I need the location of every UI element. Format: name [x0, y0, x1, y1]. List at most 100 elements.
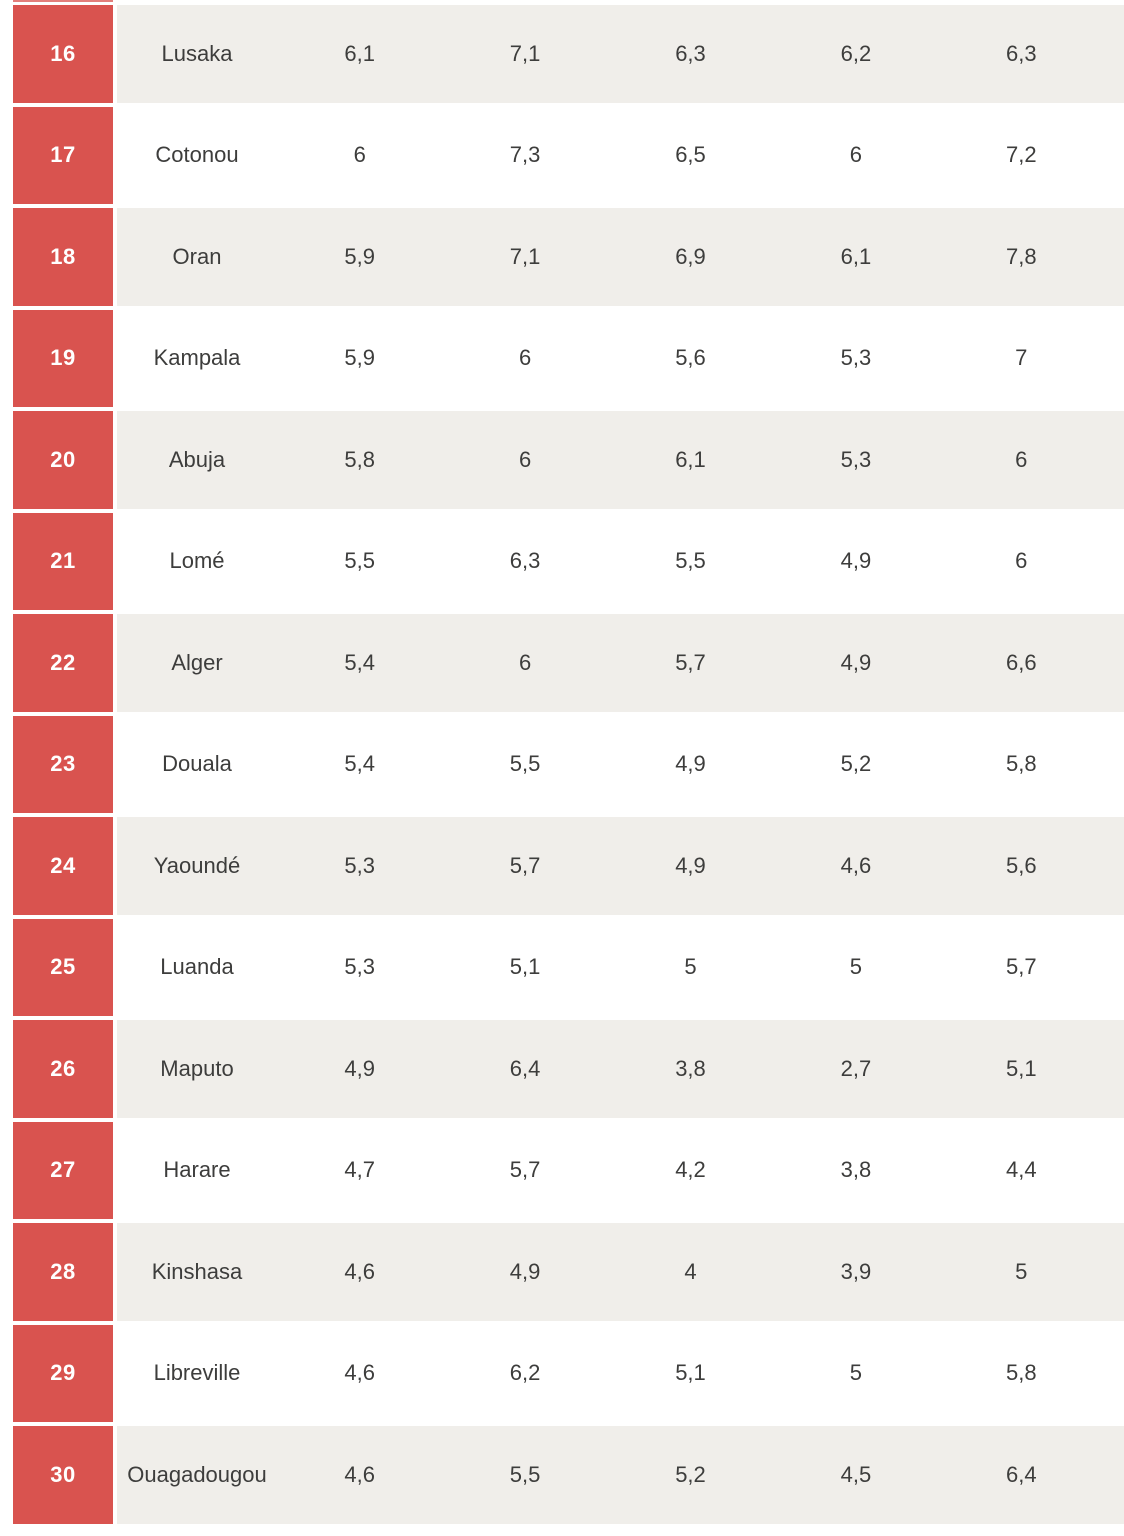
value-cell-3: 3,8 — [675, 1055, 706, 1081]
city-name: Lusaka — [161, 40, 233, 66]
value-cell-3: 4,9 — [675, 852, 706, 878]
value-cell-2: 6,4 — [509, 1055, 541, 1081]
table-row: 20 Abuja 5,8 6 6,1 5,3 6 — [0, 411, 1124, 509]
row-content: Luanda 5,3 5,1 5 5 5,7 — [117, 918, 1124, 1016]
rank-cell: 18 — [13, 208, 113, 306]
value-cell-5: 5,8 — [1005, 1360, 1037, 1386]
value-cell-2: 5,1 — [509, 954, 541, 980]
value-cell-5: 7 — [1015, 345, 1028, 371]
value-cell-1: 5,3 — [344, 852, 375, 878]
rank-cell: 30 — [13, 1426, 113, 1524]
value-cell-1: 4,9 — [344, 1055, 375, 1081]
value-cell-5: 6,4 — [1005, 1461, 1037, 1487]
value-cell-2: 7,1 — [509, 243, 541, 269]
table-row: 19 Kampala 5,9 6 5,6 5,3 7 — [0, 309, 1124, 407]
value-cell-1: 4,6 — [344, 1461, 375, 1487]
value-cell-5: 6 — [1015, 446, 1028, 472]
previous-row-rank-sliver — [13, 0, 113, 2]
value-cell-4: 4,6 — [840, 852, 872, 878]
value-cell-1: 5,8 — [344, 446, 375, 472]
value-cell-3: 6,5 — [675, 142, 706, 168]
row-content: Kampala 5,9 6 5,6 5,3 7 — [117, 309, 1124, 407]
value-cell-3: 5 — [684, 954, 697, 980]
city-name: Libreville — [153, 1360, 241, 1386]
value-cell-4: 3,8 — [840, 1157, 872, 1183]
rank-cell: 21 — [13, 512, 113, 610]
city-name: Kinshasa — [151, 1258, 243, 1284]
rank-cell: 27 — [13, 1121, 113, 1219]
city-name: Yaoundé — [153, 852, 241, 878]
value-cell-4: 6 — [849, 142, 863, 168]
value-cell-4: 5 — [849, 954, 863, 980]
value-cell-5: 5 — [1015, 1258, 1028, 1284]
value-cell-3: 4 — [684, 1258, 697, 1284]
rank-cell: 19 — [13, 309, 113, 407]
value-cell-5: 6,3 — [1005, 40, 1037, 66]
value-cell-5: 5,6 — [1005, 852, 1037, 878]
value-cell-3: 4,2 — [675, 1157, 706, 1183]
value-cell-4: 6,2 — [840, 40, 872, 66]
value-cell-3: 5,6 — [675, 345, 706, 371]
value-cell-3: 5,7 — [675, 649, 706, 675]
row-content: Harare 4,7 5,7 4,2 3,8 4,4 — [117, 1121, 1124, 1219]
value-cell-3: 5,2 — [675, 1461, 706, 1487]
value-cell-1: 5,9 — [344, 345, 375, 371]
value-cell-4: 5,3 — [840, 446, 872, 472]
row-content: Alger 5,4 6 5,7 4,9 6,6 — [117, 614, 1124, 712]
value-cell-3: 6,1 — [675, 446, 706, 472]
value-cell-2: 5,7 — [509, 852, 541, 878]
city-name: Lomé — [169, 548, 225, 574]
value-cell-4: 4,9 — [840, 649, 872, 675]
city-name: Douala — [162, 751, 232, 777]
row-content: Yaoundé 5,3 5,7 4,9 4,6 5,6 — [117, 817, 1124, 915]
value-cell-1: 5,3 — [344, 954, 375, 980]
value-cell-1: 6 — [353, 142, 366, 168]
value-cell-2: 7,1 — [509, 40, 541, 66]
value-cell-4: 2,7 — [840, 1055, 872, 1081]
row-content: Douala 5,4 5,5 4,9 5,2 5,8 — [117, 715, 1124, 813]
rank-cell: 16 — [13, 5, 113, 103]
value-cell-4: 3,9 — [840, 1258, 872, 1284]
value-cell-1: 5,4 — [344, 649, 375, 675]
city-name: Abuja — [168, 446, 226, 472]
table-row: 22 Alger 5,4 6 5,7 4,9 6,6 — [0, 614, 1124, 712]
value-cell-3: 6,9 — [675, 243, 706, 269]
row-content: Lomé 5,5 6,3 5,5 4,9 6 — [117, 512, 1124, 610]
table-row: 29 Libreville 4,6 6,2 5,1 5 5,8 — [0, 1324, 1124, 1422]
ranking-table: 16 Lusaka 6,1 7,1 6,3 6,2 6,3 17 Cotonou… — [0, 5, 1124, 1524]
value-cell-2: 5,5 — [509, 751, 541, 777]
row-content: Oran 5,9 7,1 6,9 6,1 7,8 — [117, 208, 1124, 306]
value-cell-4: 4,5 — [840, 1461, 872, 1487]
value-cell-5: 6 — [1015, 548, 1028, 574]
value-cell-5: 6,6 — [1005, 649, 1037, 675]
row-content: Kinshasa 4,6 4,9 4 3,9 5 — [117, 1223, 1124, 1321]
value-cell-2: 6,2 — [509, 1360, 541, 1386]
city-name: Cotonou — [155, 142, 239, 168]
table-row: 17 Cotonou 6 7,3 6,5 6 7,2 — [0, 106, 1124, 204]
row-content: Libreville 4,6 6,2 5,1 5 5,8 — [117, 1324, 1124, 1422]
table-row: 23 Douala 5,4 5,5 4,9 5,2 5,8 — [0, 715, 1124, 813]
table-row: 26 Maputo 4,9 6,4 3,8 2,7 5,1 — [0, 1020, 1124, 1118]
value-cell-2: 4,9 — [509, 1258, 541, 1284]
rank-cell: 26 — [13, 1020, 113, 1118]
value-cell-2: 6,3 — [509, 548, 541, 574]
table-row: 21 Lomé 5,5 6,3 5,5 4,9 6 — [0, 512, 1124, 610]
value-cell-2: 5,7 — [509, 1157, 541, 1183]
row-content: Lusaka 6,1 7,1 6,3 6,2 6,3 — [117, 5, 1124, 103]
value-cell-2: 6 — [518, 649, 532, 675]
value-cell-5: 7,2 — [1005, 142, 1037, 168]
city-name: Oran — [172, 243, 222, 269]
value-cell-1: 4,7 — [344, 1157, 375, 1183]
value-cell-5: 5,8 — [1005, 751, 1037, 777]
table-row: 18 Oran 5,9 7,1 6,9 6,1 7,8 — [0, 208, 1124, 306]
value-cell-2: 6 — [518, 446, 532, 472]
table-row: 25 Luanda 5,3 5,1 5 5 5,7 — [0, 918, 1124, 1016]
value-cell-1: 5,9 — [344, 243, 375, 269]
city-name: Harare — [163, 1157, 231, 1183]
city-name: Ouagadougou — [127, 1461, 267, 1487]
value-cell-3: 4,9 — [675, 751, 706, 777]
rank-cell: 25 — [13, 918, 113, 1016]
table-row: 16 Lusaka 6,1 7,1 6,3 6,2 6,3 — [0, 5, 1124, 103]
city-name: Maputo — [160, 1055, 234, 1081]
